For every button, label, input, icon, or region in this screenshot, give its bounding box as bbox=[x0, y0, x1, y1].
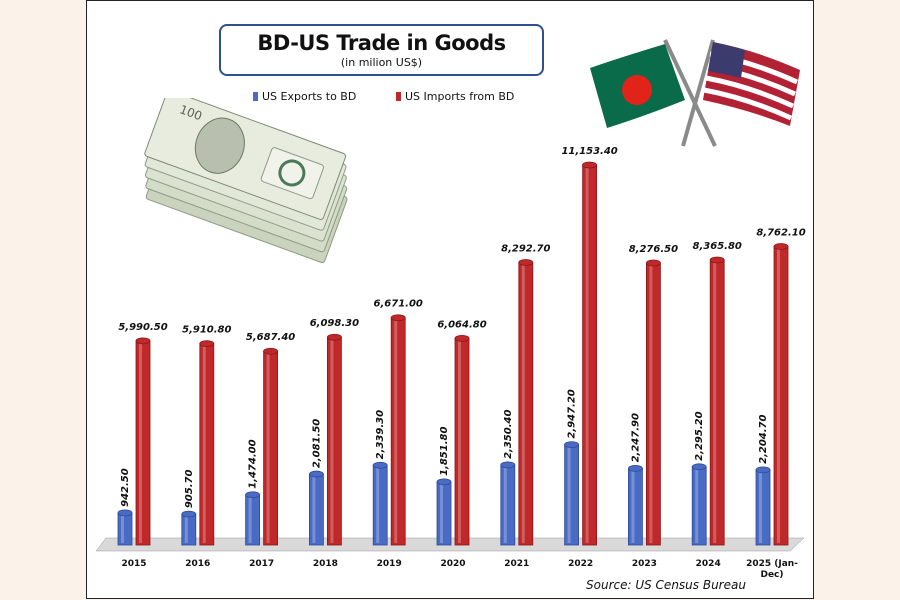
bar-exports bbox=[691, 463, 707, 546]
value-label-imports: 8,292.70 bbox=[501, 243, 550, 254]
legend-swatch-exports bbox=[253, 92, 258, 101]
bar-imports bbox=[454, 334, 470, 546]
value-label-exports: 2,295.20 bbox=[694, 411, 705, 460]
value-label-imports: 6,064.80 bbox=[437, 319, 486, 330]
legend-swatch-imports bbox=[396, 92, 401, 101]
bar-exports bbox=[308, 470, 324, 546]
x-tick-label: Dec) bbox=[760, 570, 783, 580]
x-axis-labels: 2015 2016 2017 2018 2019 2020 2021 2022 2023 2024… bbox=[121, 559, 798, 580]
value-label-imports: 6,098.30 bbox=[310, 318, 359, 329]
bar-imports bbox=[263, 347, 279, 546]
legend-item-exports: US Exports to BD bbox=[253, 90, 356, 103]
x-tick-label: 2021 bbox=[504, 559, 529, 569]
bars-group bbox=[117, 161, 789, 546]
bar-exports bbox=[117, 509, 133, 546]
bar-exports bbox=[181, 510, 197, 546]
bar-exports bbox=[628, 465, 643, 546]
source-note: Source: US Census Bureau bbox=[586, 578, 746, 592]
value-label-imports: 8,762.10 bbox=[756, 227, 805, 238]
x-tick-label: 2025 (Jan- bbox=[746, 559, 798, 569]
value-label-exports: 2,204.70 bbox=[758, 414, 769, 463]
value-label-imports: 5,687.40 bbox=[246, 332, 295, 343]
bar-exports bbox=[564, 441, 579, 546]
value-label-exports: 2,947.20 bbox=[567, 389, 578, 438]
bar-exports bbox=[372, 461, 388, 546]
bar-imports bbox=[582, 161, 597, 546]
bar-exports bbox=[436, 478, 452, 546]
bar-imports bbox=[199, 340, 215, 546]
value-label-exports: 942.50 bbox=[120, 468, 131, 507]
x-tick-label: 2018 bbox=[313, 559, 338, 569]
bar-imports bbox=[135, 337, 151, 546]
bar-imports bbox=[646, 259, 661, 546]
legend-label-imports: US Imports from BD bbox=[405, 90, 515, 103]
money-icon: 100 bbox=[144, 98, 348, 264]
x-tick-label: 2023 bbox=[632, 559, 657, 569]
chart-title-box: BD-US Trade in Goods (in milion US$) bbox=[219, 24, 544, 76]
value-label-exports: 2,247.90 bbox=[630, 413, 641, 462]
legend-item-imports: US Imports from BD bbox=[396, 90, 514, 103]
bar-imports bbox=[390, 314, 406, 546]
x-tick-label: 2016 bbox=[185, 559, 210, 569]
value-label-exports: 1,851.80 bbox=[439, 427, 450, 476]
x-tick-label: 2019 bbox=[377, 559, 402, 569]
x-tick-label: 2022 bbox=[568, 559, 593, 569]
legend-label-exports: US Exports to BD bbox=[262, 90, 357, 103]
chart-title: BD-US Trade in Goods bbox=[257, 31, 506, 55]
x-tick-label: 2017 bbox=[249, 559, 274, 569]
bar-exports bbox=[245, 491, 261, 546]
bar-imports bbox=[326, 333, 342, 546]
value-label-imports: 5,910.80 bbox=[182, 325, 231, 336]
value-label-imports: 11,153.40 bbox=[561, 146, 617, 157]
value-label-imports: 8,276.50 bbox=[629, 244, 678, 255]
bar-imports bbox=[709, 256, 725, 546]
value-label-exports: 2,350.40 bbox=[503, 410, 514, 459]
value-label-exports: 2,081.50 bbox=[311, 419, 322, 468]
value-labels-group: 942.50 5,990.50 905.70 5,910.80 1,474.00 5,68… bbox=[118, 146, 805, 508]
bar-imports bbox=[773, 243, 789, 546]
x-tick-label: 2015 bbox=[121, 559, 146, 569]
value-label-exports: 2,339.30 bbox=[375, 410, 386, 459]
value-label-exports: 905.70 bbox=[184, 470, 195, 509]
value-label-imports: 6,671.00 bbox=[374, 299, 423, 310]
bar-imports bbox=[518, 259, 534, 546]
bar-exports bbox=[755, 466, 771, 546]
chart-subtitle: (in milion US$) bbox=[340, 56, 423, 69]
value-label-imports: 8,365.80 bbox=[693, 241, 742, 252]
x-tick-label: 2020 bbox=[440, 559, 465, 569]
bar-exports bbox=[500, 461, 516, 546]
x-tick-label: 2024 bbox=[696, 559, 721, 569]
flags-icon bbox=[590, 39, 800, 147]
value-label-exports: 1,474.00 bbox=[248, 439, 259, 488]
value-label-imports: 5,990.50 bbox=[118, 322, 167, 333]
